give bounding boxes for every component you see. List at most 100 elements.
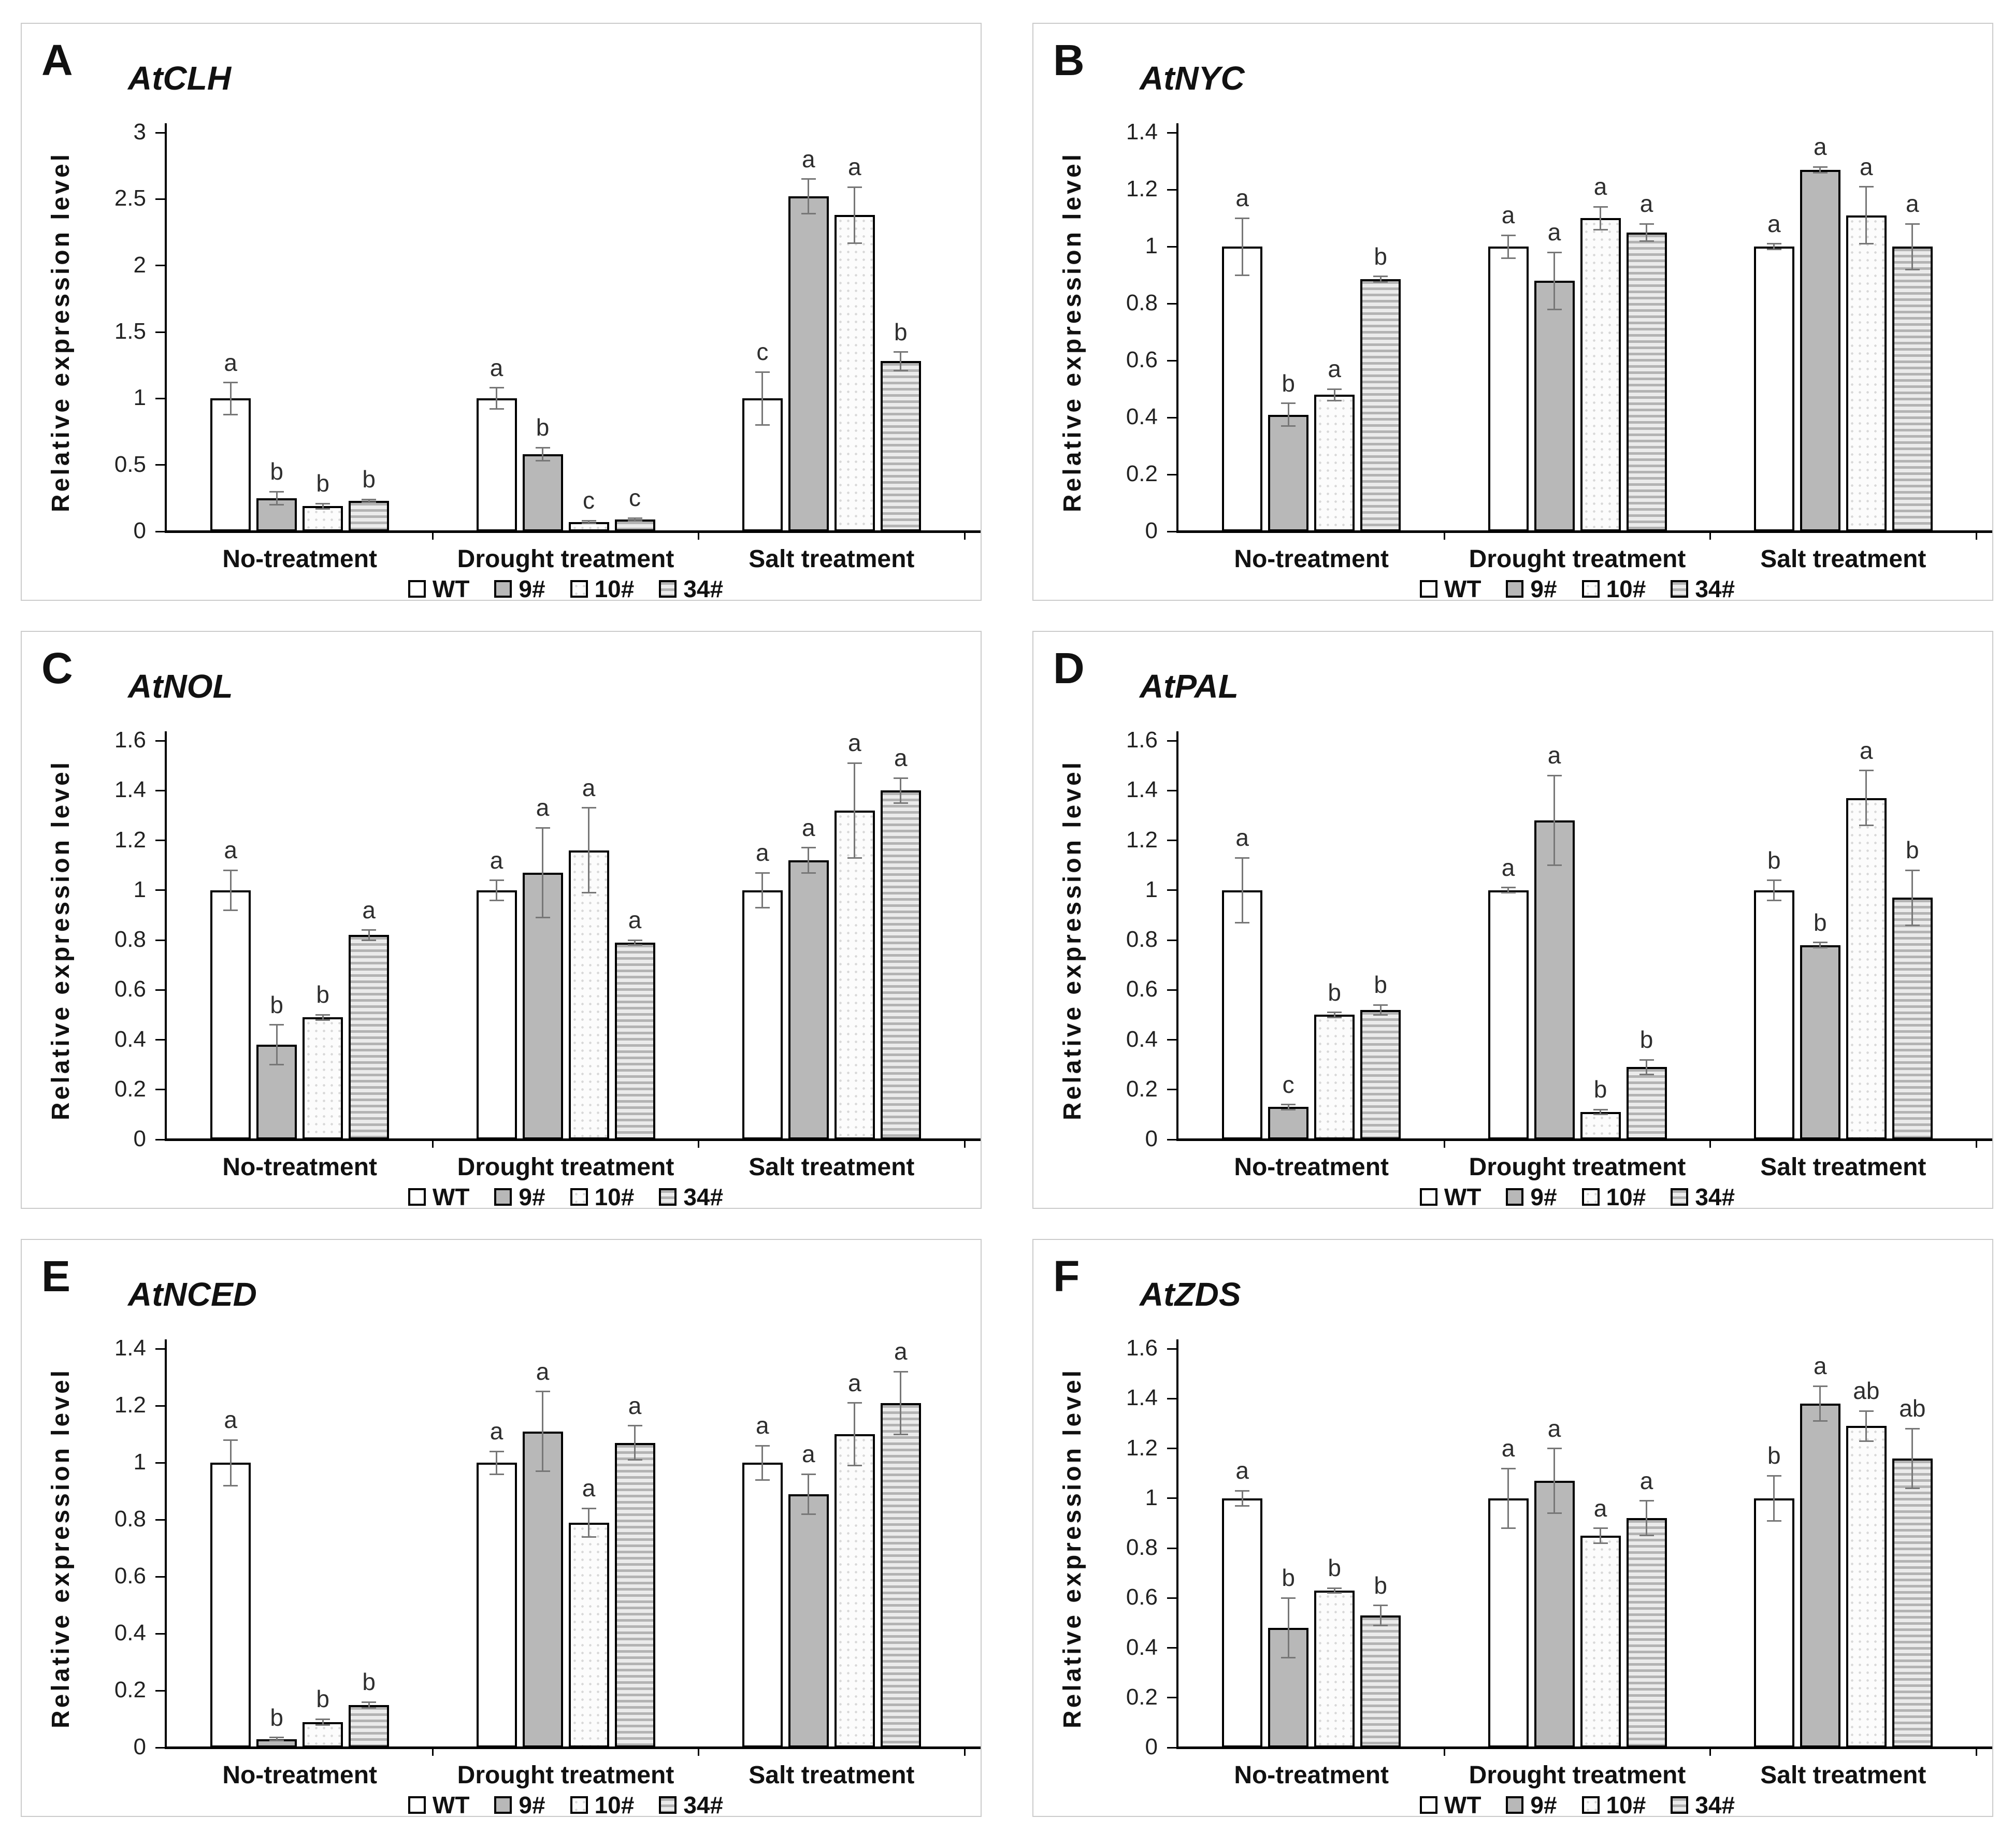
x-axis-tick: [431, 531, 434, 540]
error-bar: [1911, 870, 1914, 926]
error-bar-cap-top: [362, 929, 377, 931]
legend-item-9: 9#: [494, 575, 545, 600]
y-tick-label: 1: [1145, 876, 1158, 902]
error-bar: [1241, 858, 1243, 923]
bar-34: [1360, 279, 1401, 531]
x-axis-tick: [1709, 1139, 1711, 1148]
bar-9: [788, 1494, 829, 1748]
error-bar-cap-bottom: [1327, 399, 1342, 401]
x-axis-tick: [1975, 531, 1977, 540]
y-axis-tick: [155, 889, 165, 891]
significance-letter: c: [629, 484, 641, 512]
error-bar-cap-bottom: [1373, 1014, 1388, 1016]
y-axis-tick: [155, 265, 165, 267]
error-bar-cap-bottom: [223, 413, 238, 415]
bar-chart-AtNOL: Relative expression level 0 0.2 0.4 0.6 0.8 1 1…: [22, 632, 981, 1208]
y-axis-tick: [1167, 1746, 1176, 1749]
y-axis-tick: [1167, 789, 1176, 791]
y-tick-label: 0.4: [1126, 1634, 1158, 1660]
y-tick-label: 1: [133, 1449, 146, 1475]
error-bar-cap-top: [362, 498, 377, 500]
legend-swatch-9: [494, 580, 512, 598]
y-tick-label: 0.4: [114, 1026, 146, 1052]
y-tick-label: 0.5: [114, 451, 146, 477]
x-axis-tick: [1709, 531, 1711, 540]
y-tick-label: 0.2: [114, 1076, 146, 1102]
error-bar-cap-top: [362, 1701, 377, 1703]
bar-chart-AtNYC: Relative expression level 0 0.2 0.4 0.6 0.8 1 1…: [1033, 24, 1992, 600]
x-category-label: Drought treatment: [1469, 1762, 1686, 1789]
significance-letter: a: [848, 1369, 861, 1396]
significance-letter: b: [1767, 846, 1781, 874]
error-bar: [1507, 1468, 1509, 1528]
error-bar: [808, 847, 810, 873]
error-bar: [1507, 887, 1509, 893]
legend-swatch-34: [1671, 1796, 1689, 1814]
error-bar-cap-bottom: [1639, 1535, 1654, 1537]
significance-letter: b: [270, 1703, 283, 1731]
y-axis-tick: [1167, 1497, 1176, 1499]
y-tick-label: 0.2: [1126, 461, 1158, 486]
x-axis-line: [1176, 530, 1992, 533]
error-bar-cap-top: [1905, 869, 1920, 871]
x-category-label: No-treatment: [1234, 1762, 1389, 1789]
legend-label: 10#: [1606, 575, 1646, 601]
x-category-label: Salt treatment: [749, 545, 915, 573]
error-bar-cap-bottom: [1547, 308, 1562, 310]
y-axis-line: [165, 731, 167, 1140]
error-bar: [496, 880, 497, 900]
error-bar-cap-top: [847, 762, 862, 764]
legend-item-9: 9#: [494, 1183, 545, 1209]
bar-10: [303, 506, 343, 531]
panel-title-AtNCED: AtNCED: [128, 1276, 257, 1313]
panel-title-AtZDS: AtZDS: [1140, 1276, 1241, 1313]
bar-34: [880, 361, 921, 531]
significance-letter: b: [1328, 978, 1341, 1006]
error-bar-cap-bottom: [1639, 1074, 1654, 1076]
y-tick-label: 1.6: [114, 727, 146, 753]
y-tick-label: 1.2: [114, 1392, 146, 1418]
legend-item-WT: WT: [408, 575, 469, 600]
x-axis-tick: [963, 531, 966, 540]
error-bar: [276, 1737, 278, 1741]
panel-D: D AtPAL Relative expression level 0 0.2 0.4…: [1032, 631, 1993, 1209]
legend-swatch-34: [1671, 1188, 1689, 1206]
y-axis-tick: [1167, 939, 1176, 941]
error-bar: [1287, 403, 1289, 426]
legend-swatch-WT: [408, 1796, 426, 1814]
significance-letter: a: [362, 896, 376, 923]
error-bar: [1553, 1448, 1555, 1513]
significance-letter: a: [582, 774, 596, 801]
x-category-label: Drought treatment: [1469, 545, 1686, 573]
error-bar-cap-top: [627, 1425, 642, 1426]
significance-letter: a: [224, 1406, 237, 1433]
error-bar: [496, 1451, 497, 1474]
error-bar-cap-top: [1281, 402, 1296, 404]
error-bar-cap-top: [893, 777, 908, 779]
significance-letter: b: [316, 981, 329, 1008]
significance-letter: a: [224, 836, 237, 864]
significance-letter: b: [362, 466, 376, 493]
legend-swatch-WT: [408, 1188, 426, 1206]
error-bar-cap-top: [1281, 1597, 1296, 1599]
legend-label: 10#: [594, 1183, 635, 1209]
error-bar: [1865, 186, 1867, 244]
y-axis-tick: [155, 740, 165, 742]
y-tick-label: 0.2: [1126, 1684, 1158, 1710]
y-tick-label: 1.2: [1126, 827, 1158, 853]
legend-label: 34#: [1695, 1183, 1735, 1209]
significance-letter: a: [802, 814, 815, 841]
y-axis-tick: [155, 132, 165, 134]
error-bar: [1819, 167, 1821, 172]
significance-letter: a: [1767, 210, 1781, 237]
legend-item-34: 34#: [659, 1791, 723, 1816]
y-tick-label: 0.6: [1126, 347, 1158, 372]
legend-item-10: 10#: [570, 1791, 634, 1816]
error-bar-cap-top: [755, 1445, 770, 1447]
y-tick-label: 0.2: [1126, 1076, 1158, 1102]
significance-letter: a: [490, 846, 504, 874]
legend-label: 9#: [519, 1183, 545, 1209]
y-axis-tick: [155, 1089, 165, 1091]
x-axis-line: [165, 530, 981, 533]
error-bar: [1379, 276, 1382, 282]
